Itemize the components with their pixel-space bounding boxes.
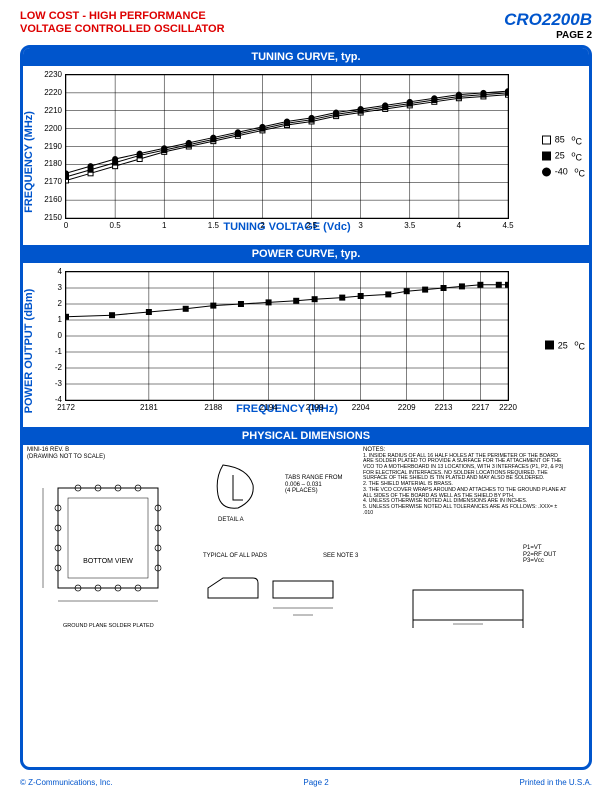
tuning-title: TUNING CURVE, typ. — [23, 48, 589, 66]
power-ylabel: POWER OUTPUT (dBm) — [23, 289, 35, 414]
tabs-note: TABS RANGE FROM 0.006 – 0.031 (4 PLACES) — [285, 475, 343, 495]
profile-drawing — [393, 580, 543, 640]
power-title: POWER CURVE, typ. — [23, 245, 589, 263]
power-chart: POWER OUTPUT (dBm) 217221812188219421992… — [23, 263, 589, 427]
notes-block: NOTES: 1. INSIDE RADIUS OF ALL 16 HALF H… — [363, 447, 568, 517]
pads-label: TYPICAL OF ALL PADS — [203, 553, 267, 560]
pin-notes: P1=VT P2=RF OUT P3=Vcc — [523, 545, 556, 565]
page-label: PAGE 2 — [504, 30, 592, 41]
part-number: CRO2200B — [504, 10, 592, 30]
drawing-ref: MINI-16 REV. B (DRAWING NOT TO SCALE) — [27, 447, 105, 460]
footer: © Z-Communications, Inc. Page 2 Printed … — [20, 778, 592, 787]
pads-drawing — [198, 563, 348, 633]
footer-center: Page 2 — [303, 778, 328, 787]
tuning-ylabel: FREQUENCY (MHz) — [23, 111, 35, 213]
content-frame: TUNING CURVE, typ. FREQUENCY (MHz) 00.51… — [20, 45, 592, 770]
tuning-plot: 00.511.522.533.544.521502160217021802190… — [65, 74, 509, 219]
tuning-legend: 85 oC25 oC-40 oC — [542, 130, 585, 181]
see-note3: SEE NOTE 3 — [323, 553, 358, 560]
header-right: CRO2200B PAGE 2 — [504, 10, 592, 41]
footer-right: Printed in the U.S.A. — [520, 778, 592, 787]
package-drawing: BOTTOM VIEW — [43, 473, 183, 613]
tuning-chart: FREQUENCY (MHz) 00.511.522.533.544.52150… — [23, 66, 589, 245]
tuning-xlabel: TUNING VOLTAGE (Vdc) — [65, 221, 509, 233]
power-legend: 25 oC — [545, 336, 585, 355]
phys-title: PHYSICAL DIMENSIONS — [23, 427, 589, 445]
ground-plane-label: GROUND PLANE SOLDER PLATED — [63, 623, 154, 629]
power-plot: 2172218121882194219922042209221322172220… — [65, 271, 509, 401]
detail-a-label: DETAIL A — [218, 517, 244, 524]
header: LOW COST - HIGH PERFORMANCE VOLTAGE CONT… — [20, 10, 592, 36]
footer-left: © Z-Communications, Inc. — [20, 778, 113, 787]
phys-area: MINI-16 REV. B (DRAWING NOT TO SCALE) BO… — [23, 445, 589, 660]
bottom-view-label: BOTTOM VIEW — [83, 558, 133, 565]
